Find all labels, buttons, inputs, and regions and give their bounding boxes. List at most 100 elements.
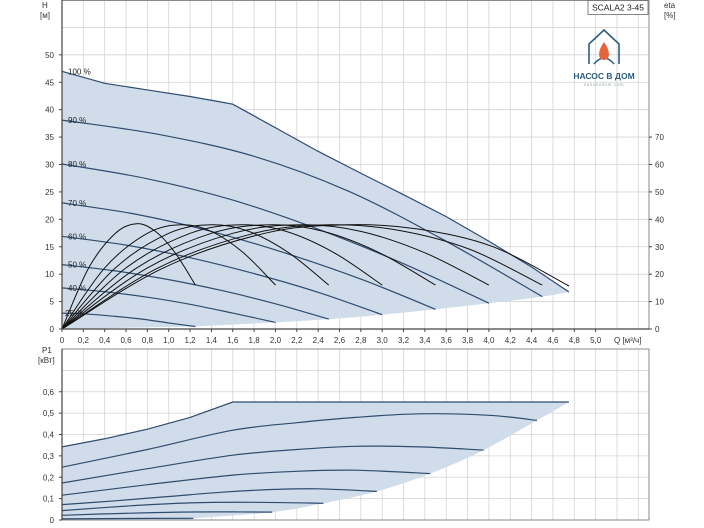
q-tick-label: 3,2 bbox=[398, 336, 410, 345]
q-tick-label: 2,4 bbox=[313, 336, 325, 345]
h-tick-label: 35 bbox=[45, 133, 54, 142]
head-curve bbox=[61, 312, 196, 328]
power-curve bbox=[61, 501, 324, 512]
q-tick-label: 0,4 bbox=[99, 336, 111, 345]
h-tick-label: 50 bbox=[45, 51, 54, 60]
speed-label: 60 % bbox=[68, 232, 86, 241]
q-tick-label: 2,2 bbox=[291, 336, 303, 345]
p1-tick-label: 0,4 bbox=[43, 431, 55, 440]
h-tick-label: 30 bbox=[45, 161, 54, 170]
speed-label: 80 % bbox=[68, 160, 86, 169]
q-tick-label: 0,2 bbox=[78, 336, 90, 345]
power-curve bbox=[61, 511, 273, 516]
head-operating-area bbox=[62, 71, 569, 330]
eta-tick-label: 70 bbox=[655, 133, 664, 142]
q-tick-label: 1,6 bbox=[227, 336, 239, 345]
p1-axis-unit: [кВт] bbox=[38, 356, 55, 365]
speed-label: 40 % bbox=[68, 284, 86, 293]
eta-axis-unit: [%] bbox=[664, 11, 676, 20]
efficiency-curve bbox=[61, 223, 196, 330]
q-tick-label: 4,4 bbox=[526, 336, 538, 345]
power-curve bbox=[61, 469, 431, 496]
q-tick-label: 3,6 bbox=[441, 336, 453, 345]
speed-label: 70 % bbox=[68, 199, 86, 208]
head-curve bbox=[61, 287, 276, 323]
h-axis-unit: [м] bbox=[40, 11, 50, 20]
efficiency-curve bbox=[61, 224, 330, 330]
h-tick-label: 5 bbox=[50, 298, 55, 307]
eta-axis-name: eta bbox=[664, 1, 676, 10]
q-tick-label: 4,2 bbox=[505, 336, 517, 345]
logo-site: nasosvdom.com bbox=[584, 82, 625, 87]
efficiency-curve bbox=[61, 224, 570, 330]
speed-label: 90 % bbox=[68, 116, 86, 125]
h-tick-label: 0 bbox=[50, 325, 55, 334]
head-curve bbox=[61, 235, 383, 316]
speed-label: 50 % bbox=[68, 261, 86, 270]
q-tick-label: 2,0 bbox=[270, 336, 282, 345]
eta-tick-label: 0 bbox=[655, 325, 660, 334]
p1-tick-label: 0,5 bbox=[43, 409, 55, 418]
eta-tick-label: 40 bbox=[655, 215, 664, 224]
house-flame-icon bbox=[588, 28, 620, 65]
eta-tick-label: 60 bbox=[655, 161, 664, 170]
logo-text: НАСОС В ДОМ bbox=[573, 71, 634, 81]
p1-tick-label: 0,6 bbox=[43, 388, 55, 397]
p1-tick-label: 0,3 bbox=[43, 452, 55, 461]
efficiency-curve bbox=[61, 224, 383, 330]
h-tick-label: 20 bbox=[45, 215, 54, 224]
h-axis-name: H bbox=[42, 1, 48, 10]
q-tick-label: 3,4 bbox=[419, 336, 431, 345]
efficiency-curve bbox=[61, 224, 276, 330]
q-tick-label: 2,6 bbox=[334, 336, 346, 345]
model-label: SCALA2 3-45 bbox=[592, 3, 644, 13]
q-tick-label: 4,0 bbox=[483, 336, 495, 345]
q-tick-label: 3,8 bbox=[462, 336, 474, 345]
power-operating-area bbox=[62, 402, 569, 520]
p1-tick-label: 0,1 bbox=[43, 495, 55, 504]
q-tick-label: 0 bbox=[60, 336, 65, 345]
q-tick-label: 5,0 bbox=[590, 336, 602, 345]
h-tick-label: 40 bbox=[45, 106, 54, 115]
q-tick-label: 1,0 bbox=[163, 336, 175, 345]
p1-tick-label: 0,2 bbox=[43, 473, 55, 482]
p1-tick-label: 0 bbox=[50, 516, 55, 525]
q-tick-label: 1,8 bbox=[249, 336, 261, 345]
power-curve bbox=[61, 445, 484, 484]
efficiency-curve bbox=[61, 224, 543, 330]
q-axis-label: Q [м³/ч] bbox=[614, 336, 641, 345]
model-label-box: SCALA2 3-45 bbox=[587, 0, 649, 15]
eta-tick-label: 10 bbox=[655, 298, 664, 307]
p1-axis-name: P1 bbox=[42, 346, 52, 355]
h-tick-label: 25 bbox=[45, 188, 54, 197]
power-curve bbox=[61, 488, 377, 506]
h-tick-label: 45 bbox=[45, 78, 54, 87]
power-curve bbox=[61, 517, 194, 520]
q-tick-label: 3,0 bbox=[377, 336, 389, 345]
speed-label: 100 % bbox=[68, 67, 91, 76]
h-tick-label: 15 bbox=[45, 243, 54, 252]
power-curve bbox=[61, 401, 569, 448]
eta-tick-label: 30 bbox=[655, 243, 664, 252]
axes: 0 0,2 0,4 0,6 0,8 1,0 1,2 1,4 1,6 1,8 2,0 2,2 2,4 2,6… bbox=[43, 0, 664, 525]
head-curve bbox=[61, 202, 436, 310]
head-curve bbox=[61, 119, 543, 298]
q-tick-label: 1,4 bbox=[206, 336, 218, 345]
efficiency-curve bbox=[61, 224, 436, 330]
operating-area bbox=[62, 71, 569, 520]
q-tick-label: 0,6 bbox=[120, 336, 132, 345]
q-tick-label: 0,8 bbox=[142, 336, 154, 345]
q-tick-label: 1,2 bbox=[185, 336, 197, 345]
q-tick-label: 2,8 bbox=[355, 336, 367, 345]
q-tick-label: 4,8 bbox=[569, 336, 581, 345]
head-curve bbox=[61, 163, 490, 304]
h-tick-label: 10 bbox=[45, 270, 54, 279]
logo: НАСОС В ДОМ nasosvdom.com bbox=[573, 28, 635, 87]
eta-tick-label: 20 bbox=[655, 270, 664, 279]
efficiency-curve bbox=[61, 224, 490, 330]
curves: 100 %90 %80 %70 %60 %50 %40 %25 % bbox=[61, 67, 570, 520]
power-curve bbox=[61, 413, 537, 468]
q-tick-label: 4,6 bbox=[547, 336, 559, 345]
head-curve bbox=[61, 70, 570, 293]
